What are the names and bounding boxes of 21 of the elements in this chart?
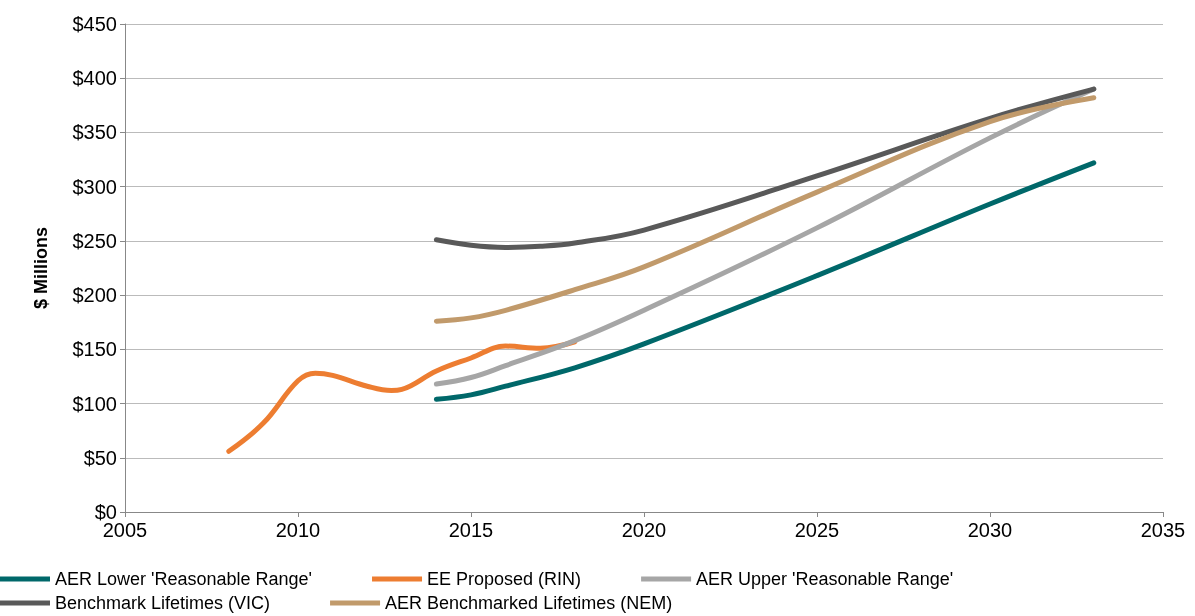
x-tick-label: 2015 (448, 519, 494, 541)
y-tick-label: $250 (72, 229, 117, 252)
legend-label: AER Upper 'Reasonable Range' (696, 569, 954, 589)
y-axis-title: $ Millions (31, 226, 51, 310)
legend-label: AER Lower 'Reasonable Range' (55, 569, 313, 589)
legend-label: AER Benchmarked Lifetimes (NEM) (385, 593, 673, 613)
y-tick-label: $150 (72, 338, 117, 361)
y-tick-label: $400 (72, 67, 117, 90)
x-tick-label: 2030 (967, 519, 1013, 541)
y-tick-label: $100 (72, 392, 117, 415)
y-tick-label: $200 (72, 284, 117, 307)
x-tick-label: 2010 (275, 519, 321, 541)
legend-label: EE Proposed (RIN) (427, 569, 582, 589)
y-tick-label: $450 (72, 13, 117, 35)
legend-label: Benchmark Lifetimes (VIC) (55, 593, 271, 613)
x-tick-label: 2025 (794, 519, 840, 541)
y-tick-label: $300 (72, 175, 117, 198)
x-tick-label: 2020 (621, 519, 667, 541)
x-tick-label: 2035 (1140, 519, 1186, 541)
y-tick-label: $50 (83, 446, 117, 469)
y-tick-label: $350 (72, 121, 117, 144)
